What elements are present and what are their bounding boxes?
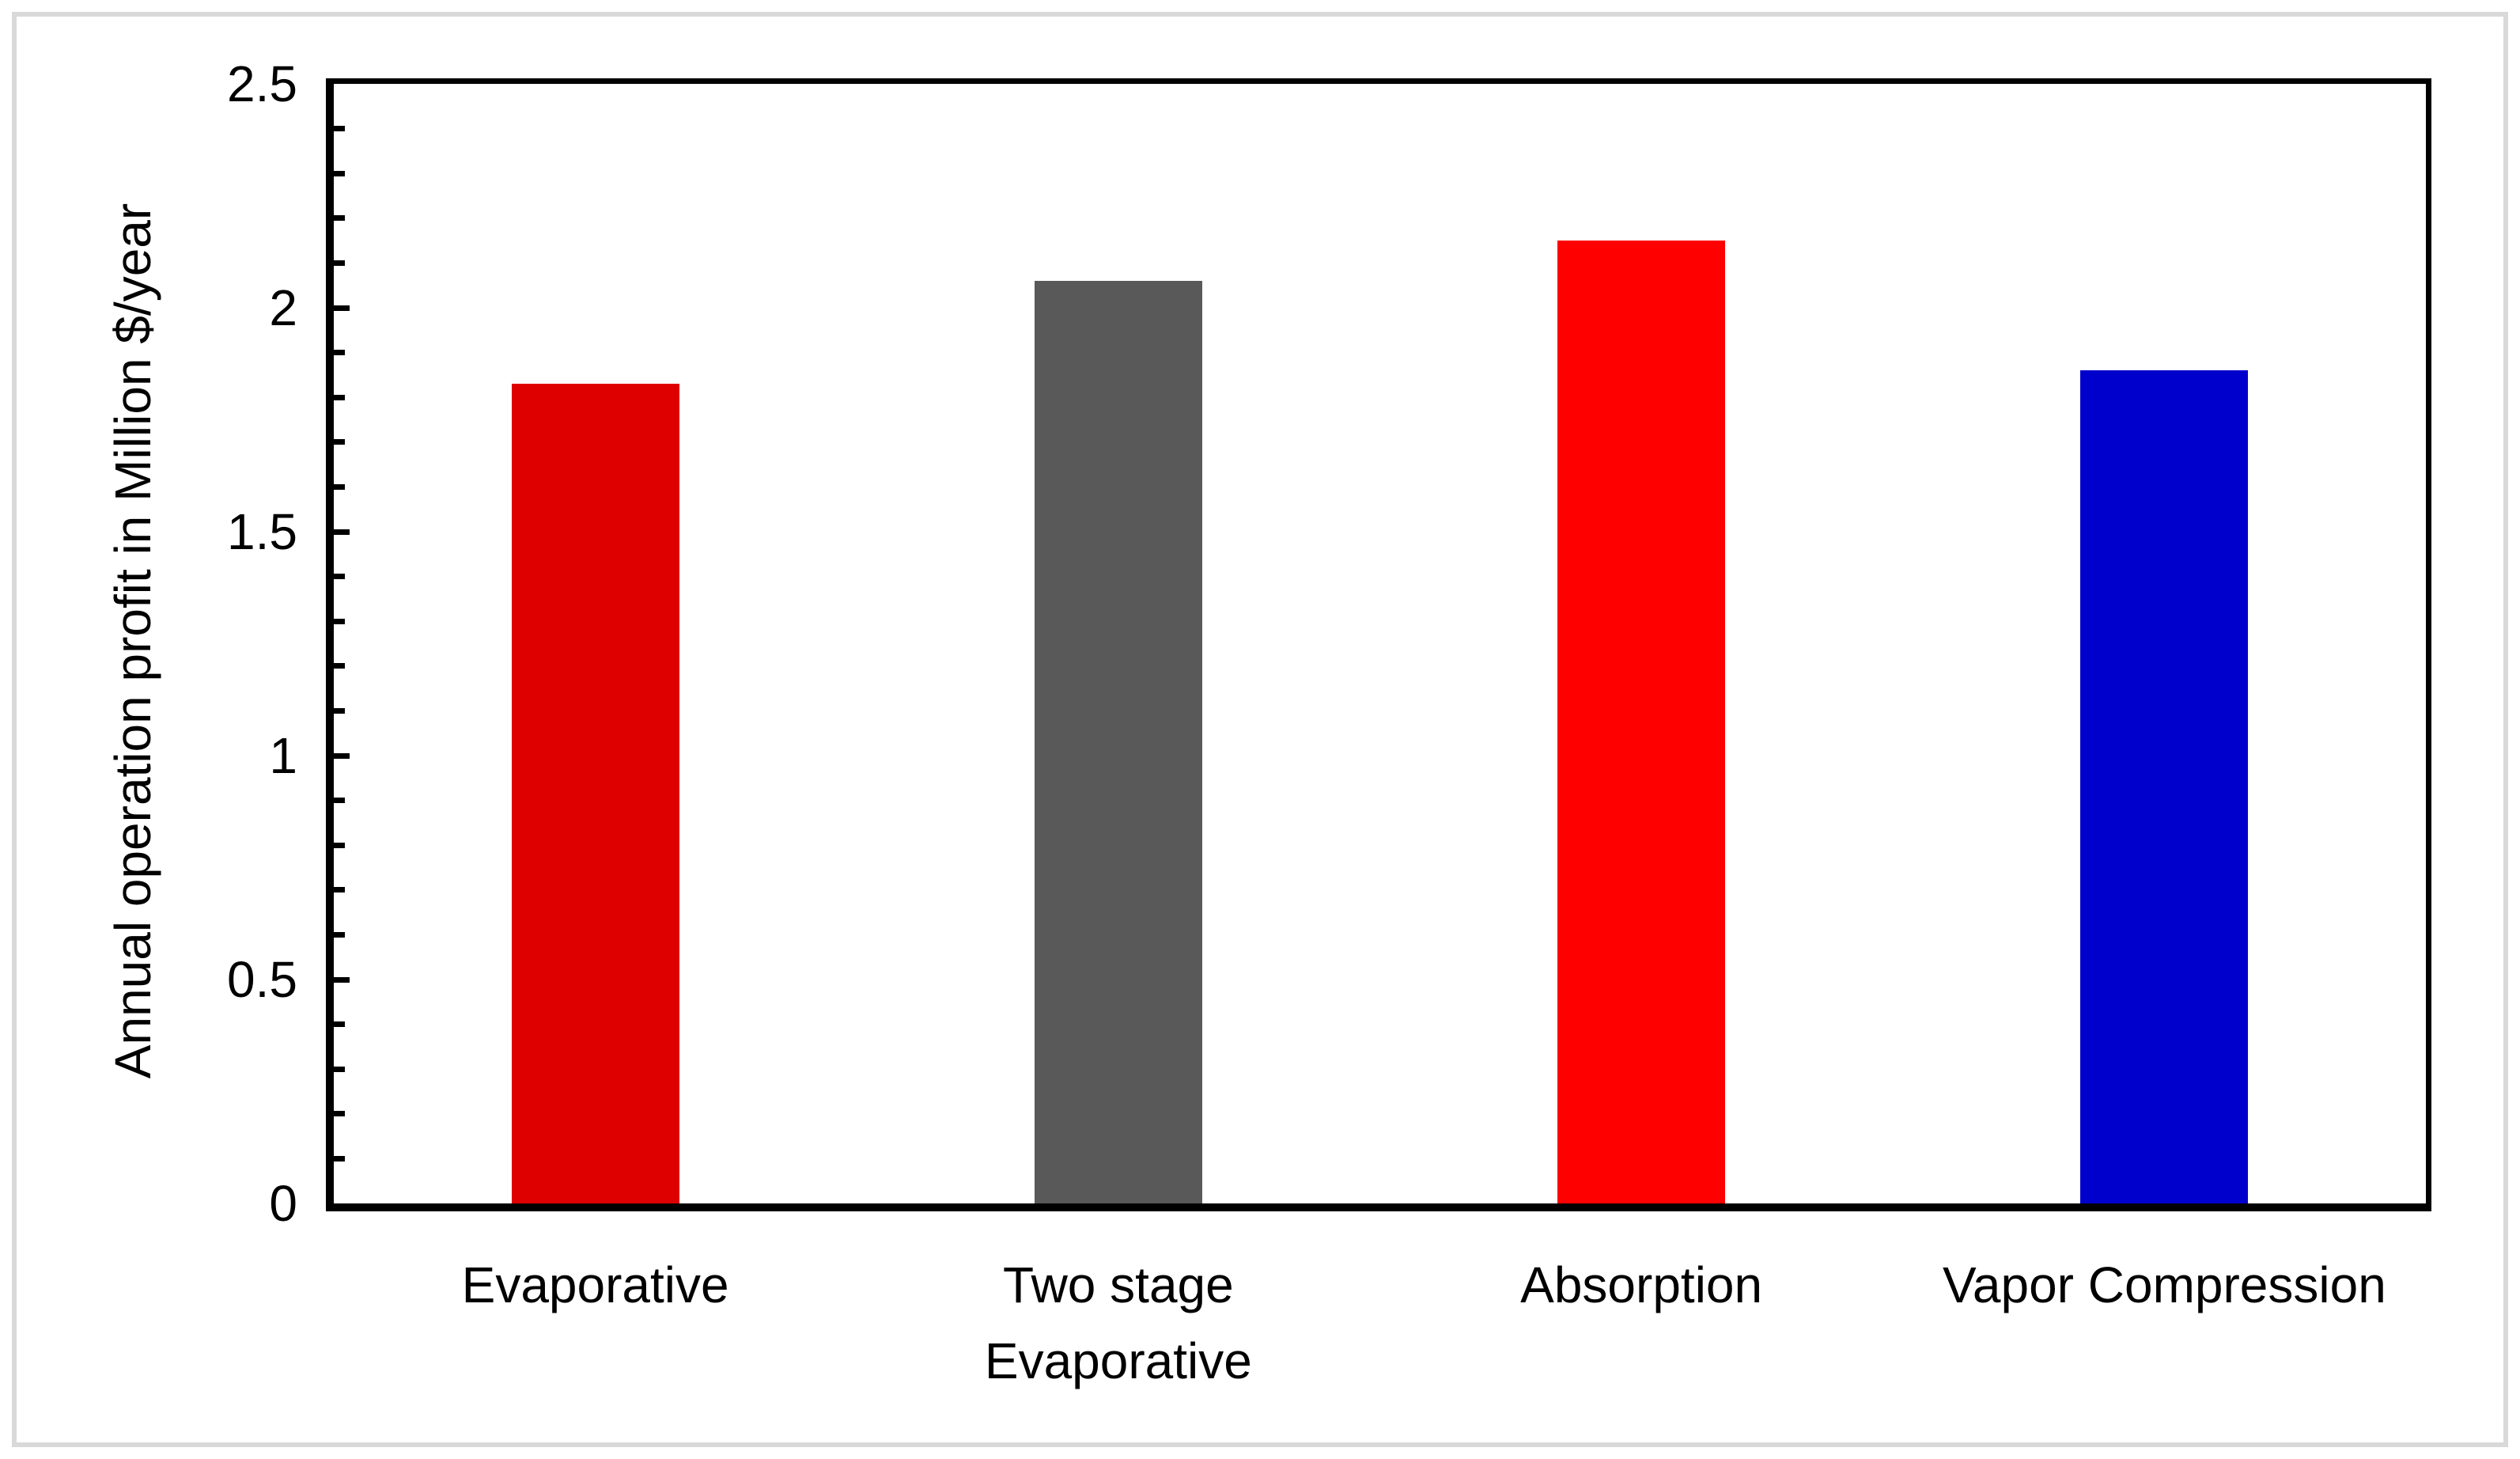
x-category-label-line: Absorption xyxy=(1520,1256,1763,1313)
y-axis-minor-tick xyxy=(334,1066,345,1072)
y-tick-label: 2.5 xyxy=(227,55,297,112)
y-axis-minor-tick xyxy=(334,1111,345,1117)
x-category-label: Vapor Compression xyxy=(1903,1247,2426,1323)
y-axis-minor-tick xyxy=(334,707,345,714)
y-axis-minor-tick xyxy=(334,394,345,400)
y-tick-label: 2 xyxy=(269,279,297,336)
y-axis-minor-tick xyxy=(334,260,345,266)
y-axis-major-tick xyxy=(334,305,350,311)
y-axis-minor-tick xyxy=(334,1021,345,1028)
y-axis-minor-tick xyxy=(334,618,345,624)
y-axis-title: Annual operation profit in Million $/yea… xyxy=(104,203,161,1079)
x-category-label-line: Vapor Compression xyxy=(1942,1256,2386,1313)
y-axis-major-tick xyxy=(334,752,350,759)
y-axis-minor-tick xyxy=(334,574,345,580)
y-axis-minor-tick xyxy=(334,439,345,445)
bar-evaporative xyxy=(511,384,679,1203)
x-category-label-line: Evaporative xyxy=(984,1332,1252,1389)
y-axis-major-tick xyxy=(334,529,350,535)
y-tick-label: 0 xyxy=(269,1175,297,1232)
x-category-label-line: Evaporative xyxy=(461,1256,729,1313)
y-axis-minor-tick xyxy=(334,887,345,893)
x-category-label: Evaporative xyxy=(334,1247,857,1323)
x-category-label: Absorption xyxy=(1380,1247,1903,1323)
y-axis-minor-tick xyxy=(334,663,345,669)
y-tick-label: 1.5 xyxy=(227,503,297,560)
y-axis-minor-tick xyxy=(334,1155,345,1162)
bar-vapor-compression xyxy=(2080,370,2249,1203)
y-axis-minor-tick xyxy=(334,215,345,222)
x-category-label: Two stage Evaporative xyxy=(857,1247,1379,1399)
y-axis-minor-tick xyxy=(334,170,345,176)
y-axis-minor-tick xyxy=(334,350,345,356)
y-axis-major-tick xyxy=(334,976,350,983)
y-axis-minor-tick xyxy=(334,798,345,804)
y-axis-minor-tick xyxy=(334,842,345,848)
y-axis-minor-tick xyxy=(334,126,345,132)
y-axis-minor-tick xyxy=(334,483,345,490)
plot-area xyxy=(326,78,2431,1211)
bar-two-stage-evaporative xyxy=(1034,281,1202,1203)
x-category-label-line: Two stage xyxy=(1003,1256,1234,1313)
y-tick-label: 0.5 xyxy=(227,951,297,1008)
y-axis-minor-tick xyxy=(334,931,345,938)
bar-absorption xyxy=(1557,241,1726,1203)
y-tick-label: 1 xyxy=(269,727,297,784)
